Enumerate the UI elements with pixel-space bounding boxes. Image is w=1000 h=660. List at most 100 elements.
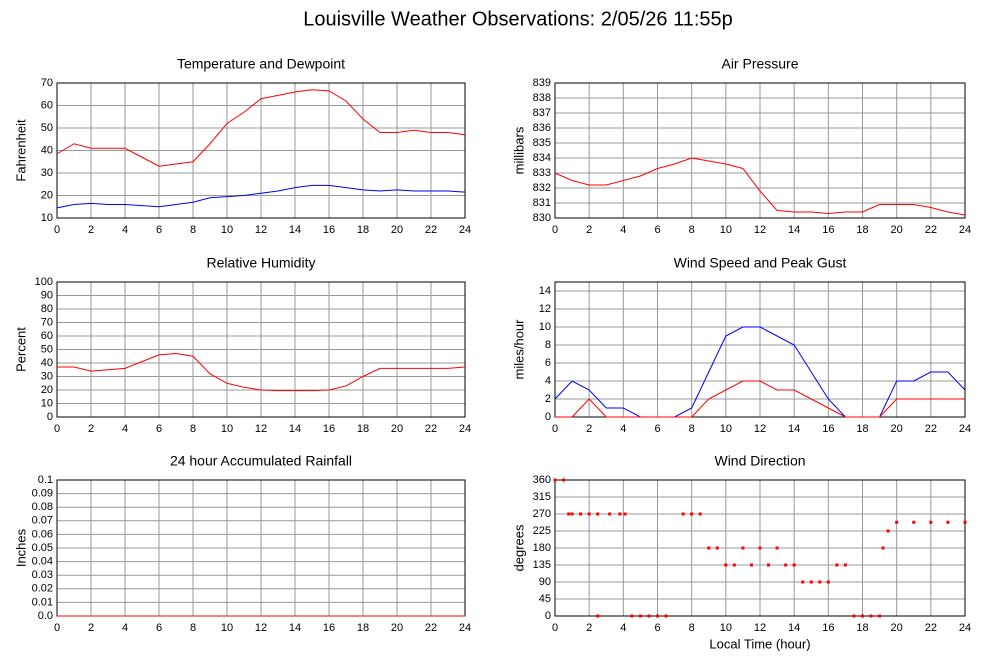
plot-frame bbox=[554, 479, 966, 617]
y-tick-label: 80 bbox=[41, 303, 53, 315]
data-point bbox=[881, 546, 885, 550]
y-tick-label: 10 bbox=[41, 397, 53, 409]
data-point bbox=[630, 614, 634, 618]
y-axis-label: Inches bbox=[13, 528, 28, 567]
data-point bbox=[562, 478, 566, 482]
x-tick-label: 4 bbox=[122, 224, 128, 236]
chart-title: Air Pressure bbox=[721, 56, 798, 72]
y-tick-label: 831 bbox=[533, 197, 551, 209]
y-tick-label: 180 bbox=[533, 542, 551, 554]
x-tick-label: 2 bbox=[586, 622, 592, 634]
x-tick-label: 10 bbox=[720, 423, 732, 435]
data-line bbox=[56, 89, 466, 167]
x-tick-label: 22 bbox=[425, 622, 437, 634]
y-tick-label: 0.01 bbox=[32, 596, 53, 608]
data-point bbox=[608, 512, 612, 516]
x-tick-label: 12 bbox=[754, 423, 766, 435]
data-point bbox=[553, 478, 557, 482]
x-tick-label: 12 bbox=[255, 622, 267, 634]
y-tick-label: 360 bbox=[533, 474, 551, 486]
chart-title: Relative Humidity bbox=[207, 255, 316, 271]
x-tick-label: 24 bbox=[959, 622, 971, 634]
data-point bbox=[587, 512, 591, 516]
y-tick-label: 0.1 bbox=[38, 474, 53, 486]
x-tick-label: 12 bbox=[754, 622, 766, 634]
data-point bbox=[567, 512, 571, 516]
y-tick-label: 838 bbox=[533, 92, 551, 104]
y-tick-label: 0.03 bbox=[32, 569, 53, 581]
x-tick-label: 0 bbox=[54, 423, 60, 435]
data-point bbox=[647, 614, 651, 618]
data-line bbox=[57, 353, 466, 392]
x-tick-label: 14 bbox=[289, 423, 301, 435]
y-tick-label: 0.02 bbox=[32, 583, 53, 595]
y-tick-label: 0.08 bbox=[32, 501, 53, 513]
x-tick-label: 4 bbox=[620, 622, 626, 634]
x-tick-label: 20 bbox=[391, 622, 403, 634]
data-point bbox=[784, 563, 788, 567]
y-tick-label: 135 bbox=[533, 559, 551, 571]
data-point bbox=[732, 563, 736, 567]
y-tick-label: 834 bbox=[533, 152, 551, 164]
y-tick-label: 837 bbox=[533, 107, 551, 119]
y-tick-label: 70 bbox=[41, 316, 53, 328]
y-tick-label: 0.09 bbox=[32, 488, 53, 500]
chart-title: Wind Direction bbox=[714, 453, 805, 469]
x-tick-label: 6 bbox=[654, 622, 660, 634]
y-tick-label: 50 bbox=[41, 343, 53, 355]
data-line bbox=[554, 326, 966, 418]
x-tick-label: 14 bbox=[788, 423, 800, 435]
data-point bbox=[809, 580, 813, 584]
data-point bbox=[929, 520, 933, 524]
x-tick-label: 4 bbox=[620, 224, 626, 236]
x-tick-label: 2 bbox=[88, 622, 94, 634]
x-tick-label: 2 bbox=[88, 423, 94, 435]
y-tick-label: 10 bbox=[539, 321, 551, 333]
x-tick-label: 20 bbox=[891, 224, 903, 236]
data-point bbox=[895, 520, 899, 524]
data-point bbox=[596, 614, 600, 618]
x-axis-label: Local Time (hour) bbox=[709, 636, 810, 651]
data-point bbox=[724, 563, 728, 567]
x-tick-label: 10 bbox=[720, 224, 732, 236]
data-point bbox=[792, 563, 796, 567]
data-point bbox=[775, 546, 779, 550]
y-tick-label: 833 bbox=[533, 167, 551, 179]
y-tick-label: 6 bbox=[545, 357, 551, 369]
y-tick-label: 100 bbox=[35, 276, 53, 288]
x-tick-label: 20 bbox=[891, 423, 903, 435]
data-point bbox=[690, 512, 694, 516]
x-tick-label: 18 bbox=[856, 423, 868, 435]
y-tick-label: 225 bbox=[533, 525, 551, 537]
y-tick-label: 0.06 bbox=[32, 528, 53, 540]
y-tick-label: 12 bbox=[539, 303, 551, 315]
y-tick-label: 10 bbox=[41, 212, 53, 224]
data-point bbox=[579, 512, 583, 516]
x-tick-label: 14 bbox=[788, 622, 800, 634]
x-tick-label: 16 bbox=[323, 224, 335, 236]
x-tick-label: 10 bbox=[221, 622, 233, 634]
x-tick-label: 6 bbox=[156, 622, 162, 634]
x-tick-label: 24 bbox=[459, 622, 471, 634]
x-tick-label: 16 bbox=[822, 224, 834, 236]
x-tick-label: 8 bbox=[190, 224, 196, 236]
y-axis-label: Percent bbox=[13, 327, 28, 372]
x-tick-label: 6 bbox=[654, 224, 660, 236]
y-tick-label: 835 bbox=[533, 137, 551, 149]
x-tick-label: 22 bbox=[925, 224, 937, 236]
y-tick-label: 70 bbox=[41, 77, 53, 89]
plot-frame bbox=[56, 281, 466, 418]
y-tick-label: 14 bbox=[539, 285, 551, 297]
x-tick-label: 18 bbox=[357, 622, 369, 634]
data-line bbox=[56, 184, 466, 209]
data-point bbox=[861, 614, 864, 618]
x-tick-label: 14 bbox=[788, 224, 800, 236]
data-point bbox=[618, 512, 622, 516]
data-point bbox=[843, 563, 847, 567]
chart-title: Wind Speed and Peak Gust bbox=[674, 255, 847, 271]
y-axis-label: miles/hour bbox=[511, 319, 526, 380]
x-tick-label: 2 bbox=[586, 423, 592, 435]
x-tick-label: 0 bbox=[54, 622, 60, 634]
x-tick-label: 4 bbox=[122, 423, 128, 435]
